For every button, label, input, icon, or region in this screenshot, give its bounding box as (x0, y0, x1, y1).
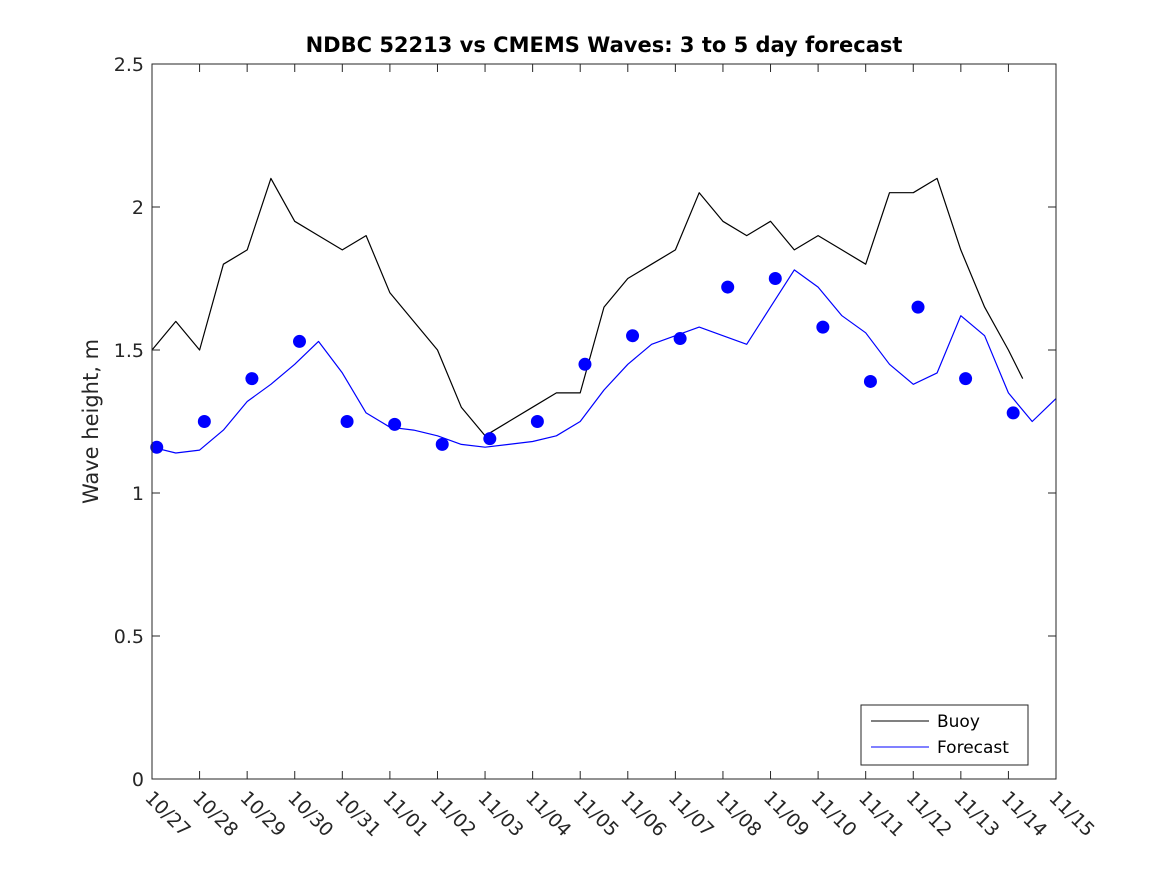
legend-box (860, 704, 1029, 766)
forecast-markers-point (673, 332, 687, 346)
forecast-markers-point (768, 272, 782, 285)
legend: Buoy Forecast (860, 704, 1029, 766)
legend-entry-forecast: Forecast (937, 738, 1009, 758)
forecast-markers-point (816, 320, 830, 334)
forecast-markers-point (863, 374, 877, 388)
y-tick-label: 0.5 (114, 626, 144, 648)
y-tick-label: 1.5 (114, 340, 144, 362)
forecast-markers-point (483, 432, 497, 446)
buoy-series-line (151, 177, 1024, 437)
forecast-markers-point (150, 440, 164, 454)
plot-marks (150, 177, 1057, 454)
y-tick-label: 2 (132, 197, 144, 219)
forecast-markers-point (197, 415, 211, 428)
forecast-markers-point (292, 334, 306, 348)
forecast-markers-point (626, 329, 640, 343)
forecast-markers-point (721, 280, 735, 294)
forecast-markers-point (530, 415, 544, 428)
y-tick-label: 0 (132, 769, 144, 791)
forecast-markers-point (340, 415, 354, 428)
y-tick-label: 1 (132, 483, 144, 505)
legend-entry-buoy: Buoy (937, 712, 980, 732)
forecast-markers-point (435, 437, 449, 451)
forecast-markers-point (388, 417, 402, 431)
forecast-markers-point (959, 372, 973, 386)
forecast-markers-point (1006, 406, 1020, 420)
forecast-series-line (151, 269, 1057, 454)
forecast-markers-point (578, 357, 592, 371)
plot-frame (151, 63, 1057, 780)
y-tick-label: 2.5 (114, 54, 144, 76)
forecast-markers-point (911, 300, 925, 314)
chart-title: NDBC 52213 vs CMEMS Waves: 3 to 5 day fo… (306, 33, 903, 57)
y-axis-label: Wave height, m (79, 339, 103, 504)
forecast-markers-point (245, 372, 259, 386)
